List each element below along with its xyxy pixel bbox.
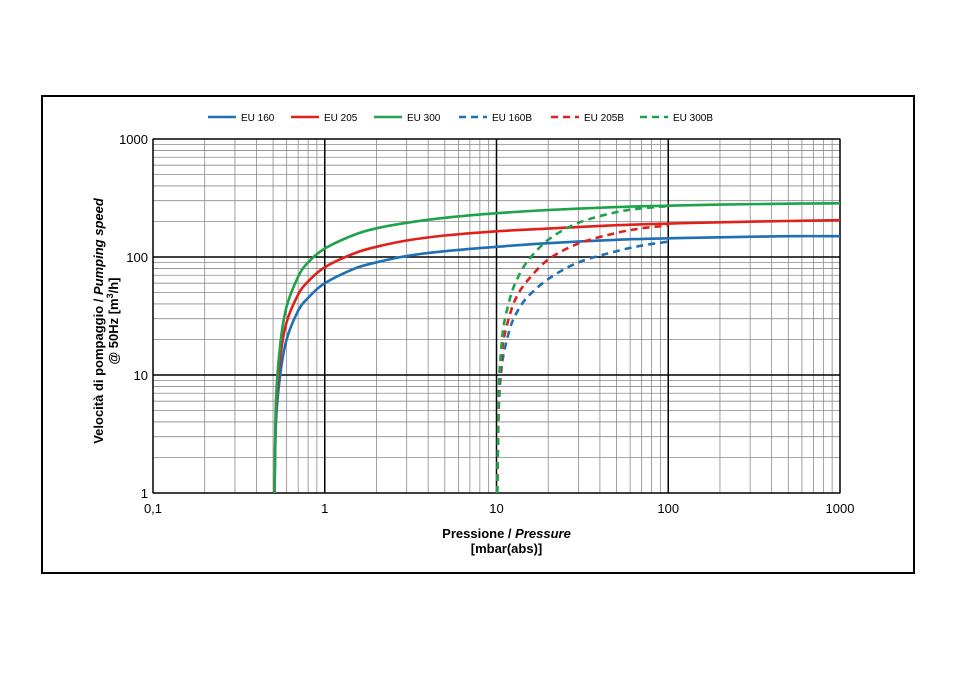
- x-tick-labels: 0,1 1 10 100 1000: [144, 501, 855, 516]
- chart-frame: 0,1 1 10 100 1000 1 10 100 1000 EU 160 EU 205 EU 30…: [41, 95, 915, 574]
- series-lines: [273, 202, 840, 493]
- x-tick-label: 0,1: [144, 501, 162, 516]
- y-axis-title-line2: @ 50Hz [m3/h]: [105, 277, 121, 364]
- legend-label: EU 160B: [492, 113, 532, 124]
- series-line-eu-160b: [495, 240, 669, 493]
- y-tick-label: 1: [141, 486, 148, 501]
- y-axis-unit-pre: @ 50Hz [m: [106, 298, 121, 364]
- y-axis-title-italic: Pumping speed: [91, 197, 106, 295]
- grid-lines: [152, 138, 841, 494]
- y-axis-title-line1: Velocità di pompaggio / Pumping speed: [91, 197, 106, 444]
- legend-label: EU 160: [241, 113, 275, 124]
- series-line-eu-205: [273, 218, 840, 493]
- legend-label: EU 205: [324, 113, 358, 124]
- x-tick-label: 1000: [826, 501, 855, 516]
- x-axis-unit: [mbar(abs)]: [471, 541, 543, 556]
- legend-label: EU 300: [407, 113, 441, 124]
- y-axis-unit-sup: 3: [105, 293, 115, 298]
- legend-label: EU 205B: [584, 113, 624, 124]
- series-line-eu-160: [273, 234, 840, 493]
- y-tick-labels: 1 10 100 1000: [119, 132, 148, 501]
- x-axis-title-italic: Pressure: [515, 526, 571, 541]
- y-axis-title-main: Velocità di pompaggio /: [91, 295, 106, 444]
- legend: EU 160 EU 205 EU 300 EU 160B EU 205B EU 300B: [208, 113, 713, 124]
- y-tick-label: 100: [126, 250, 148, 265]
- series-line-eu-300b: [495, 204, 669, 493]
- x-axis-title-main: Pressione /: [442, 526, 515, 541]
- x-tick-label: 1: [321, 501, 328, 516]
- y-tick-label: 10: [134, 368, 148, 383]
- x-axis-title: Pressione / Pressure: [442, 526, 571, 541]
- y-tick-label: 1000: [119, 132, 148, 147]
- y-axis-unit-post: /h]: [106, 277, 121, 293]
- legend-label: EU 300B: [673, 113, 713, 124]
- x-tick-label: 10: [489, 501, 503, 516]
- series-line-eu-300: [273, 202, 840, 493]
- x-tick-label: 100: [657, 501, 679, 516]
- plot-area-border: [152, 138, 841, 494]
